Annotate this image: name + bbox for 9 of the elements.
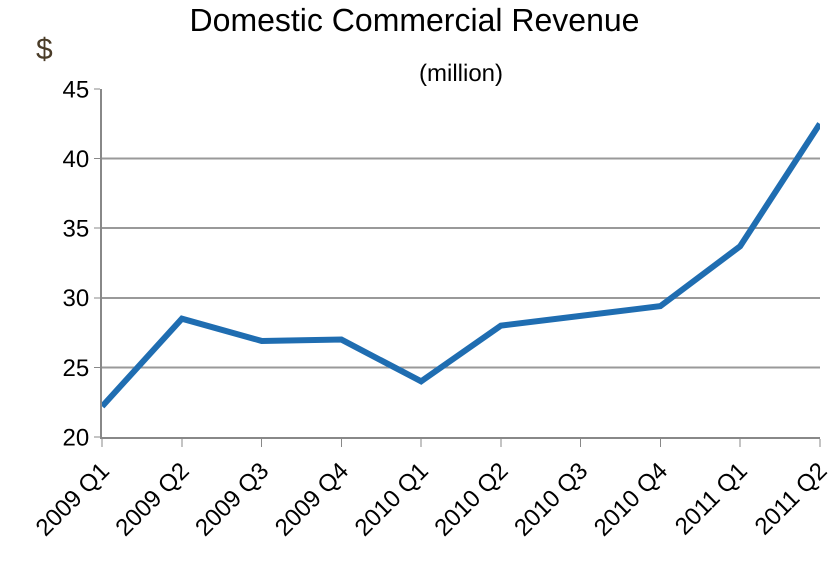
y-tick-label: 40 <box>62 146 90 173</box>
y-tick-label: 25 <box>62 354 90 382</box>
chart-subtitle: (million) <box>419 60 503 87</box>
y-tick-label: 30 <box>62 285 90 312</box>
y-tick-label: 45 <box>62 76 90 104</box>
y-axis-title: $ <box>36 33 53 66</box>
y-tick-label: 20 <box>62 424 90 452</box>
chart-title: Domestic Commercial Revenue <box>190 2 640 38</box>
y-tick-label: 35 <box>62 216 90 243</box>
